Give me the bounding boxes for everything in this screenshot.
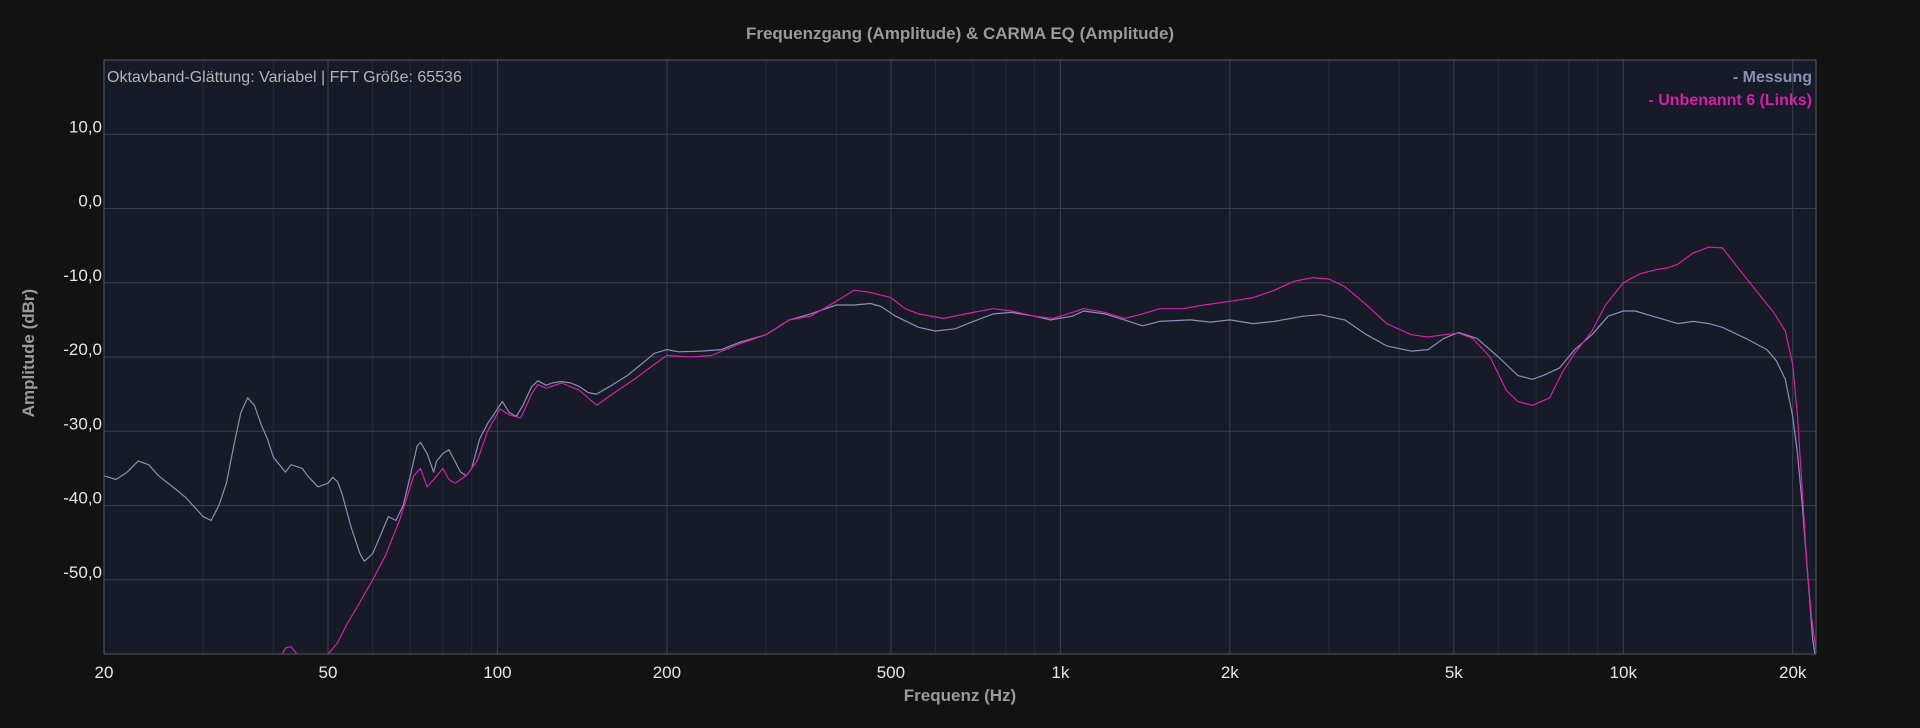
legend: - Messung - Unbenannt 6 (Links) bbox=[1648, 69, 1812, 109]
x-tick-label: 20 bbox=[95, 663, 114, 682]
y-tick-label: -20,0 bbox=[63, 340, 102, 359]
x-tick-labels: 20 50 100 200 500 1k 2k 5k 10k 20k bbox=[95, 663, 1807, 682]
y-tick-labels: 10,0 0,0 -10,0 -20,0 -30,0 -40,0 -50,0 bbox=[63, 117, 102, 582]
x-tick-label: 200 bbox=[653, 663, 681, 682]
y-tick-label: -40,0 bbox=[63, 489, 102, 508]
series-line-0 bbox=[104, 302, 1816, 654]
y-tick-label: -10,0 bbox=[63, 266, 102, 285]
legend-entry-unbenannt-6-links[interactable]: - Unbenannt 6 (Links) bbox=[1648, 92, 1812, 109]
smoothing-annotation: Oktavband-Glättung: Variabel | FFT Größe… bbox=[107, 69, 462, 86]
y-tick-label: 10,0 bbox=[69, 117, 102, 136]
y-tick-label: -50,0 bbox=[63, 563, 102, 582]
x-tick-label: 2k bbox=[1221, 663, 1239, 682]
y-tick-label: 0,0 bbox=[78, 192, 102, 211]
y-tick-label: -30,0 bbox=[63, 414, 102, 433]
series-layer bbox=[104, 246, 1816, 654]
x-tick-label: 100 bbox=[483, 663, 511, 682]
chart-title: Frequenzgang (Amplitude) & CARMA EQ (Amp… bbox=[746, 24, 1174, 43]
major-grid bbox=[103, 60, 1816, 654]
x-tick-label: 1k bbox=[1051, 663, 1069, 682]
x-tick-label: 5k bbox=[1445, 663, 1463, 682]
legend-entry-messung[interactable]: - Messung bbox=[1733, 69, 1812, 86]
x-tick-label: 50 bbox=[319, 663, 338, 682]
series-line-1 bbox=[281, 246, 1816, 654]
x-tick-label: 10k bbox=[1610, 663, 1638, 682]
y-axis-label: Amplitude (dBr) bbox=[19, 289, 38, 417]
x-tick-label: 20k bbox=[1779, 663, 1807, 682]
plot-frame bbox=[103, 59, 1817, 655]
x-axis-label: Frequenz (Hz) bbox=[904, 686, 1016, 705]
x-tick-label: 500 bbox=[877, 663, 905, 682]
